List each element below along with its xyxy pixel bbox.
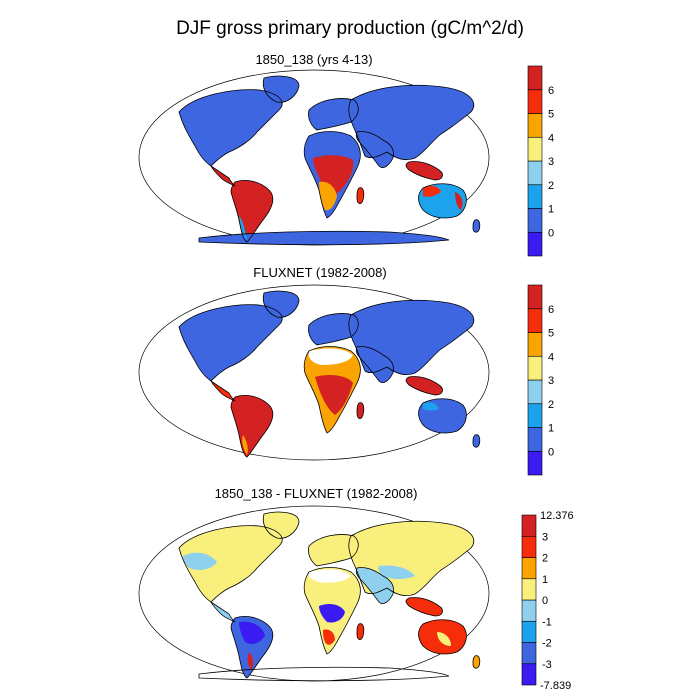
colorbar-tick-label: 5 xyxy=(548,109,554,121)
panel-difference: 1850_138 - FLUXNET (1982-2008) xyxy=(138,486,574,692)
colorbar-fluxnet: 0 1 2 3 4 5 6 xyxy=(527,284,554,476)
colorbar-tick-label: 6 xyxy=(548,85,554,97)
panel-fluxnet: FLUXNET (1982-2008) xyxy=(138,265,554,476)
panel-title: 1850_138 (yrs 4-13) xyxy=(255,52,372,67)
colorbar-swatch xyxy=(527,65,543,91)
colorbar-tick-label: 3 xyxy=(548,156,554,168)
land-fill xyxy=(179,512,480,678)
colorbar-tick-label: 5 xyxy=(548,328,554,340)
colorbar-swatch xyxy=(527,89,543,114)
colorbar-swatch xyxy=(527,184,543,209)
colorbar-swatch xyxy=(527,136,543,162)
colorbar-model: 0 1 2 3 4 5 6 xyxy=(527,65,554,257)
colorbar-tick-label: 2 xyxy=(542,553,548,565)
colorbar-tick-label: 2 xyxy=(548,399,554,411)
colorbar-tick-label: 0 xyxy=(548,227,554,239)
colorbar-swatch xyxy=(521,620,537,643)
colorbar-tick-label: 1 xyxy=(542,574,548,586)
map-difference xyxy=(138,505,490,682)
colorbar-difference: -3 -2 -1 0 1 2 3 12.376 -7.839 xyxy=(521,510,574,692)
colorbar-max-label: 12.376 xyxy=(540,510,574,522)
colorbar-swatch xyxy=(521,514,537,537)
colorbar-swatch xyxy=(527,308,543,333)
colorbar-swatch xyxy=(527,208,543,233)
colorbar-swatch xyxy=(527,450,543,476)
colorbar-tick-label: 0 xyxy=(548,446,554,458)
colorbar-swatch xyxy=(521,663,537,686)
panel-title: 1850_138 - FLUXNET (1982-2008) xyxy=(215,486,418,501)
panel-title: FLUXNET (1982-2008) xyxy=(253,265,386,280)
colorbar-swatch xyxy=(527,160,543,186)
colorbar-tick-label: 4 xyxy=(548,351,554,363)
colorbar-swatch xyxy=(527,231,543,257)
colorbar-tick-label: 2 xyxy=(548,180,554,192)
colorbar-tick-label: 1 xyxy=(548,204,554,216)
colorbar-swatch xyxy=(527,332,543,357)
colorbar-tick-label: 1 xyxy=(548,423,554,435)
colorbar-swatch xyxy=(527,113,543,138)
colorbar-swatch xyxy=(527,403,543,428)
colorbar-tick-label: -3 xyxy=(542,659,552,671)
colorbar-swatch xyxy=(527,427,543,452)
map-fluxnet xyxy=(138,284,490,461)
colorbar-tick-label: 6 xyxy=(548,304,554,316)
map-model xyxy=(138,69,490,246)
figure-title: DJF gross primary production (gC/m^2/d) xyxy=(176,18,524,39)
colorbar-swatch xyxy=(527,284,543,310)
colorbar-tick-label: -2 xyxy=(542,638,552,650)
colorbar-swatch xyxy=(521,578,537,601)
colorbar-tick-label: 3 xyxy=(542,531,548,543)
colorbar-tick-label: 0 xyxy=(542,595,548,607)
colorbar-tick-label: 3 xyxy=(548,375,554,387)
colorbar-swatch xyxy=(521,535,537,558)
colorbar-swatch xyxy=(527,355,543,381)
colorbar-min-label: -7.839 xyxy=(540,680,571,692)
land-fill xyxy=(179,291,480,457)
colorbar-swatch xyxy=(521,642,537,665)
colorbar-swatch xyxy=(527,379,543,405)
colorbar-tick-label: 4 xyxy=(548,132,554,144)
panel-model: 1850_138 (yrs 4-13) xyxy=(138,52,554,257)
colorbar-swatch xyxy=(521,599,537,622)
colorbar-swatch xyxy=(521,557,537,580)
colorbar-tick-label: -1 xyxy=(542,616,552,628)
